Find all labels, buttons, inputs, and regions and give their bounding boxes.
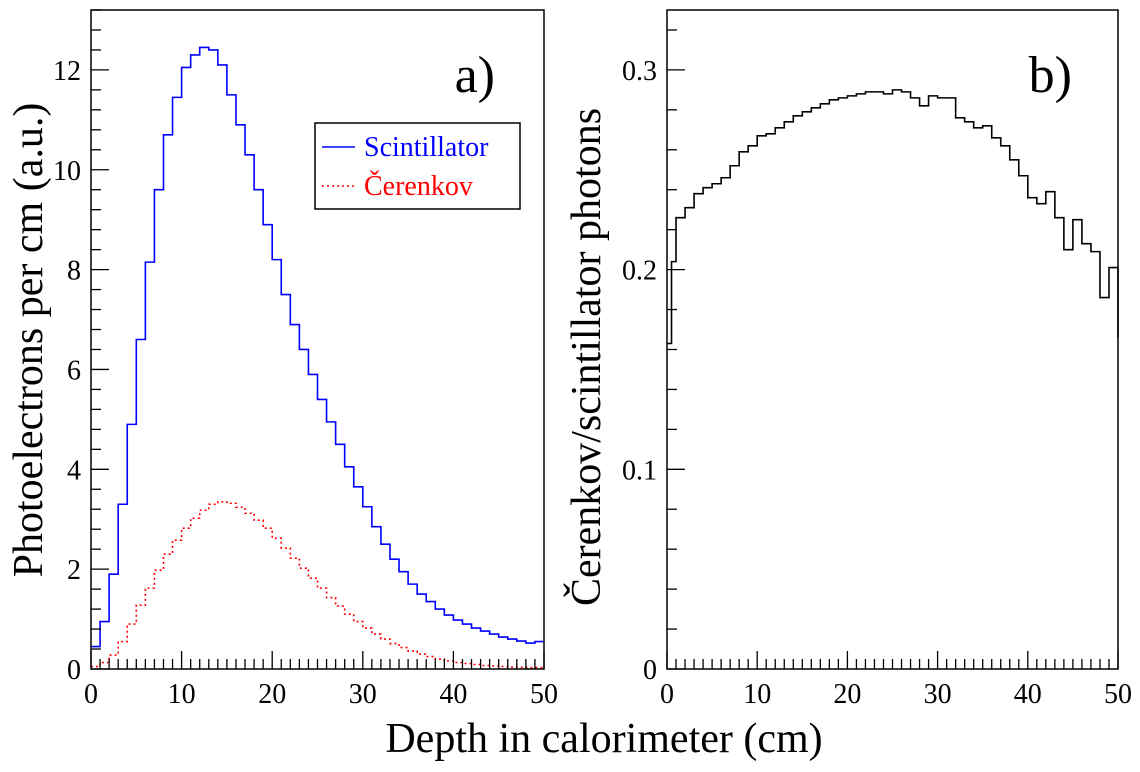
- panel-b-series-line-0: [667, 89, 1119, 345]
- legend-box: [314, 122, 521, 210]
- panel-a-y-tick-label: 10: [53, 156, 81, 187]
- panel-a-y-tick-label: 4: [67, 455, 81, 486]
- panel-a-x-tick-label: 30: [349, 679, 377, 710]
- panel-a-ticks: 0 10 20 30 40 50 0 2 4 6 8 10 12: [53, 9, 558, 710]
- panel-b-y-tick-label: 0: [643, 655, 657, 686]
- panel-a-x-tick-label: 10: [168, 679, 196, 710]
- panel-a-label: a): [455, 47, 495, 104]
- panel-b-x-tick-label: 50: [1104, 679, 1132, 710]
- panel-b: 0 10 20 30 40 50 0 0.1 0.2 0.3 b) Čerenkov/scinti…: [563, 9, 1132, 710]
- panel-b-x-tick-label: 10: [743, 679, 771, 710]
- panel-a-series-0: [91, 46, 544, 648]
- panel-b-marks: [667, 89, 1119, 345]
- legend-label-cerenkov: Čerenkov: [364, 171, 473, 202]
- panel-b-y-tick-label: 0.2: [622, 256, 657, 287]
- panel-a-x-tick-label: 50: [530, 679, 558, 710]
- panel-a-x-tick-label: 20: [258, 679, 286, 710]
- legend-label-scintillator: Scintillator: [364, 132, 489, 163]
- panel-b-x-tick-label: 0: [660, 679, 674, 710]
- panel-b-x-tick-label: 20: [833, 679, 861, 710]
- panel-a-series-1: [91, 500, 544, 669]
- panel-b-ticks: 0 10 20 30 40 50 0 0.1 0.2 0.3: [622, 29, 1132, 710]
- panel-a-y-tick-label: 2: [67, 555, 81, 586]
- panel-a: 0 10 20 30 40 50 0 2 4 6 8 10 12 a) Photoelectrons p…: [6, 9, 558, 710]
- panel-a-ylabel: Photoelectrons per cm (a.u.): [6, 103, 52, 578]
- figure-xlabel: Depth in calorimeter (cm): [385, 716, 822, 762]
- panel-a-legend: Scintillator Čerenkov: [314, 122, 521, 210]
- panel-a-y-tick-label: 0: [67, 655, 81, 686]
- panel-b-y-tick-label: 0.1: [622, 455, 657, 486]
- panel-a-series-line-1: [91, 500, 544, 669]
- panel-a-x-tick-label: 40: [439, 679, 467, 710]
- panel-a-frame: [90, 9, 545, 670]
- panel-a-y-tick-label: 6: [67, 355, 81, 386]
- panel-b-x-tick-label: 30: [924, 679, 952, 710]
- panel-b-label: b): [1029, 47, 1072, 104]
- panel-b-series-0: [667, 89, 1119, 345]
- panel-a-y-tick-label: 8: [67, 256, 81, 287]
- panel-b-x-tick-label: 40: [1014, 679, 1042, 710]
- panel-a-y-tick-label: 12: [53, 56, 81, 87]
- panel-a-x-tick-label: 0: [84, 679, 98, 710]
- panel-b-ylabel: Čerenkov/scintillator photons: [563, 108, 610, 606]
- panel-b-frame: [666, 9, 1119, 670]
- panel-b-y-tick-label: 0.3: [622, 56, 657, 87]
- panel-a-series-line-0: [91, 46, 544, 648]
